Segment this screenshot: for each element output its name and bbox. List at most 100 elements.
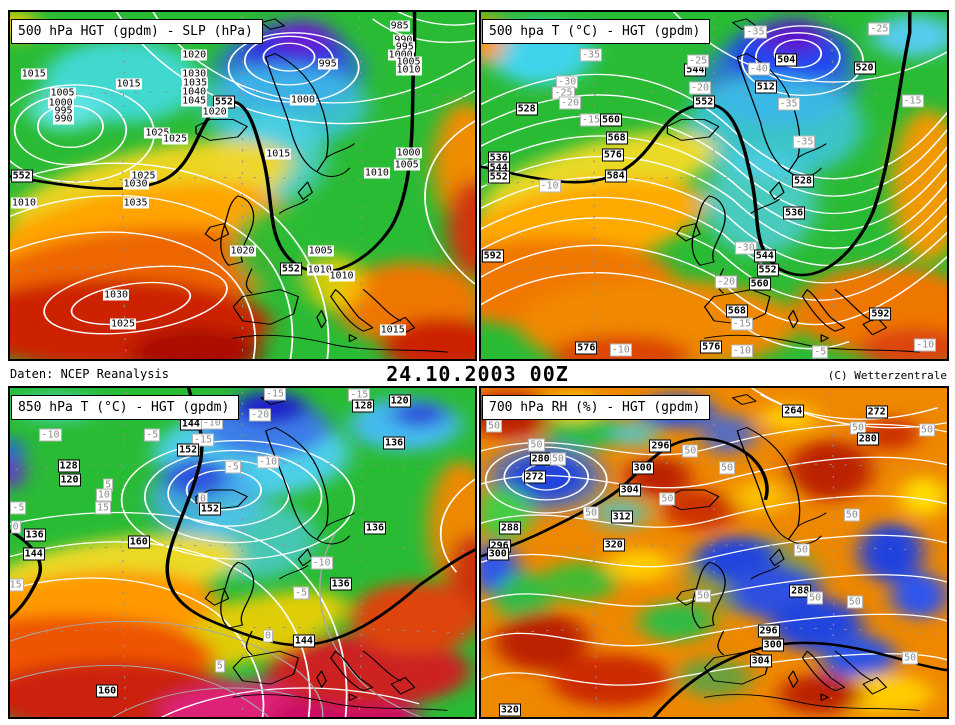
contour-label: 50 bbox=[582, 506, 599, 520]
contour-label: -15 bbox=[579, 113, 602, 127]
contour-label: 1030 bbox=[181, 68, 208, 80]
contour-label: 576 bbox=[700, 340, 723, 354]
contour-label: 136 bbox=[383, 436, 406, 450]
contour-label: 528 bbox=[515, 102, 538, 116]
contour-label: 50 bbox=[846, 595, 863, 609]
contour-label: 1000 bbox=[47, 97, 74, 109]
contour-label: 280 bbox=[856, 432, 879, 446]
map-field-850t bbox=[10, 388, 475, 717]
copyright-text: (C) Wetterzentrale bbox=[827, 369, 947, 382]
contour-label: -15 bbox=[191, 433, 214, 447]
contour-label: 1040 bbox=[181, 86, 208, 98]
contour-label: -5 bbox=[293, 586, 310, 600]
contour-label: -20 bbox=[558, 96, 582, 110]
contour-label: 552 bbox=[279, 262, 302, 276]
contour-label: 1010 bbox=[306, 264, 333, 276]
contour-label: 136 bbox=[363, 521, 387, 535]
contour-label: -5 bbox=[144, 428, 161, 442]
contour-label: 1015 bbox=[115, 78, 142, 90]
contour-label: 50 bbox=[682, 444, 699, 458]
panel-500t-hgt: -35 -30 -25 -20 528 -15 560 568 576 584 536 544 552-… bbox=[479, 10, 949, 361]
contour-label: -10 bbox=[730, 344, 753, 358]
annotation-band: Daten: NCEP Reanalysis 24.10.2003 00Z (C… bbox=[0, 361, 955, 386]
contour-label: 560 bbox=[748, 277, 771, 291]
contour-label: 272 bbox=[865, 405, 888, 419]
contour-label: 160 bbox=[127, 535, 150, 549]
contour-label: 985 bbox=[389, 20, 410, 32]
panel-title-500hgt-slp: 500 hPa HGT (gpdm) - SLP (hPa) bbox=[11, 19, 263, 44]
contour-label: 0 bbox=[10, 520, 21, 534]
panel-700rh-hgt: 50 50 280 50 272 296 300 304 50 50 312 288 296 300 320… bbox=[479, 386, 949, 719]
contour-label: -40 bbox=[747, 62, 770, 76]
contour-labels-layer: 50 50 280 50 272 296 300 304 50 50 312 288 296 300 320… bbox=[481, 388, 947, 717]
contour-label: -10 bbox=[914, 338, 937, 352]
contour-label: 592 bbox=[869, 307, 892, 321]
contour-label: 1020 bbox=[181, 49, 208, 61]
contour-label: 50 bbox=[843, 508, 860, 522]
contour-label: 1035 bbox=[182, 77, 209, 89]
contour-label: 1015 bbox=[265, 148, 292, 160]
contour-label: 50 bbox=[807, 591, 824, 605]
contour-label: 264 bbox=[782, 404, 805, 418]
contour-label: -20 bbox=[688, 81, 712, 95]
contour-label: 584 bbox=[604, 169, 627, 183]
contour-label: 520 bbox=[853, 61, 876, 75]
contour-label: -10 bbox=[39, 428, 62, 442]
panel-500hgt-slp: 1015 1005 1000 995 990 1015 1020 1030 1035 1040 10… bbox=[8, 10, 477, 361]
contour-label: 50 bbox=[794, 543, 811, 557]
contour-label: -5 bbox=[224, 460, 241, 474]
contour-label: 995 bbox=[53, 105, 74, 117]
contour-label: 288 bbox=[789, 584, 812, 598]
contour-label: 50 bbox=[918, 423, 935, 437]
contour-label: 592 bbox=[481, 249, 504, 263]
contour-label: 304 bbox=[618, 483, 641, 497]
contour-label: 1035 bbox=[122, 197, 149, 209]
contour-label: -35 bbox=[777, 97, 800, 111]
contour-label: 0 bbox=[263, 629, 274, 643]
contour-label: -15 bbox=[901, 94, 924, 108]
panel-title-700rh: 700 hPa RH (%) - HGT (gpdm) bbox=[482, 395, 711, 420]
contour-label: 50 bbox=[486, 419, 503, 433]
contour-label: 512 bbox=[754, 80, 777, 94]
contour-label: 1010 bbox=[395, 64, 422, 76]
contour-label: 280 bbox=[529, 452, 552, 466]
contour-label: 1010 bbox=[10, 197, 37, 209]
contour-label: 560 bbox=[599, 113, 623, 127]
contour-label: 1005 bbox=[49, 87, 76, 99]
contour-label: 1030 bbox=[102, 289, 130, 301]
contour-label: 576 bbox=[601, 148, 624, 162]
contour-label: -20 bbox=[249, 408, 272, 422]
contour-label: 128 bbox=[352, 399, 375, 413]
contour-label: 990 bbox=[393, 34, 414, 46]
contour-label: 304 bbox=[749, 654, 772, 668]
contour-label: -5 bbox=[812, 345, 829, 359]
contour-label: 320 bbox=[602, 538, 625, 552]
contour-label: 144 bbox=[292, 634, 315, 648]
contour-label: -20 bbox=[715, 275, 738, 289]
contour-label: 1010 bbox=[363, 167, 390, 179]
contour-label: -10 bbox=[310, 556, 333, 570]
contour-labels-layer: 1015 1005 1000 995 990 1015 1020 1030 1035 1040 10… bbox=[10, 12, 475, 359]
contour-label: 5 bbox=[214, 659, 225, 673]
contour-label: 136 bbox=[329, 577, 352, 591]
contour-label: 300 bbox=[761, 638, 784, 652]
contour-label: 1025 bbox=[144, 127, 171, 139]
contour-label: 50 bbox=[659, 492, 676, 506]
valid-datetime-text: 24.10.2003 00Z bbox=[386, 362, 569, 386]
contour-label: 552 bbox=[693, 95, 716, 109]
contour-label: 50 bbox=[549, 452, 566, 466]
contour-label: 528 bbox=[791, 174, 815, 188]
contour-label: 552 bbox=[487, 170, 510, 184]
contour-label: -10 bbox=[609, 343, 632, 357]
contour-label: -25 bbox=[687, 54, 710, 68]
contour-label: 1025 bbox=[109, 318, 137, 330]
contour-label: 312 bbox=[610, 510, 633, 524]
contour-label: 536 bbox=[783, 206, 806, 220]
contour-label: 152 bbox=[198, 502, 221, 516]
contour-label: 288 bbox=[498, 521, 521, 535]
contour-label: 15 bbox=[94, 501, 112, 515]
contour-label: -25 bbox=[868, 22, 891, 36]
panel-title-850t: 850 hPa T (°C) - HGT (gpdm) bbox=[11, 395, 240, 420]
contour-label: 128 bbox=[57, 459, 80, 473]
contour-label: 50 bbox=[902, 651, 919, 665]
